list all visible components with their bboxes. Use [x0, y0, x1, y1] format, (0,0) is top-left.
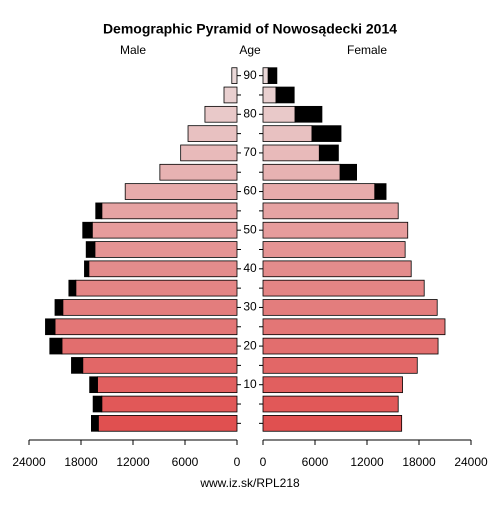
x-tick-label: 12000 [350, 455, 384, 469]
x-tick-label: 24000 [454, 455, 488, 469]
bar-female [262, 105, 296, 123]
x-tick-label: 18000 [402, 455, 436, 469]
bar-female-excess [294, 105, 323, 123]
bar-female [262, 415, 403, 432]
y-tick-label: 90 [243, 68, 257, 82]
legend-male: Male [120, 43, 146, 57]
bar-female-excess [374, 183, 387, 200]
legend-female: Female [347, 43, 387, 57]
x-tick-label: 18000 [64, 455, 98, 469]
bar-female [262, 125, 313, 142]
bar-female [262, 241, 406, 258]
bar-female [262, 260, 412, 278]
x-tick-label: 0 [234, 455, 241, 469]
bar-male [101, 202, 238, 220]
bar-male [187, 125, 238, 142]
bar-male [101, 395, 238, 413]
bar-male-excess [82, 221, 93, 239]
bar-male [94, 241, 238, 258]
bar-male-excess [49, 337, 63, 355]
bar-female [262, 86, 277, 104]
bar-male [204, 105, 238, 123]
bar-male [75, 279, 238, 297]
bar-male [223, 86, 238, 104]
bar-female [262, 357, 418, 374]
bar-female [262, 299, 438, 316]
bar-male-excess [92, 395, 103, 413]
bar-male-excess [89, 376, 98, 394]
x-tick-label: 24000 [12, 455, 46, 469]
bar-female-excess [318, 144, 339, 162]
y-tick-label: 80 [243, 106, 257, 120]
y-tick-label: 20 [243, 338, 257, 352]
bar-male-excess [54, 299, 64, 316]
x-tick-label: 12000 [116, 455, 150, 469]
bar-male-excess [45, 318, 56, 336]
x-tick-label: 6000 [302, 455, 329, 469]
bar-male-excess [95, 202, 103, 220]
bar-female [262, 337, 439, 355]
bar-male-excess [85, 241, 96, 258]
y-tick-label: 60 [243, 184, 257, 198]
y-tick-label: 70 [243, 145, 257, 159]
x-tick-label: 6000 [172, 455, 199, 469]
bar-female [262, 221, 409, 239]
bar-male [97, 376, 238, 394]
bar-female [262, 144, 320, 162]
bar-male-excess [91, 415, 99, 432]
y-tick-label: 30 [243, 300, 257, 314]
bar-male [97, 415, 238, 432]
footer: www.iz.sk/RPL218 [199, 476, 300, 490]
bar-male [91, 221, 238, 239]
y-tick-label: 10 [243, 377, 257, 391]
bar-male [82, 357, 238, 374]
bar-female [262, 163, 341, 181]
bar-female [262, 376, 403, 394]
bar-female [262, 395, 399, 413]
x-tick-label: 0 [260, 455, 267, 469]
bar-male-excess [68, 279, 77, 297]
bar-female [262, 279, 425, 297]
bar-female-excess [339, 163, 357, 181]
bar-male [159, 163, 238, 181]
chart-title: Demographic Pyramid of Nowosądecki 2014 [103, 21, 397, 37]
bar-male [231, 67, 238, 84]
y-tick-label: 40 [243, 261, 257, 275]
bar-female-excess [311, 125, 342, 142]
bar-female [262, 183, 376, 200]
bar-male [62, 299, 238, 316]
bar-male [61, 337, 238, 355]
bar-male-excess [71, 357, 84, 374]
bar-female-excess [275, 86, 295, 104]
bar-female-excess [267, 67, 278, 84]
bar-male [88, 260, 238, 278]
bar-male [54, 318, 238, 336]
y-axis-label: Age [239, 43, 261, 57]
bar-female [262, 318, 446, 336]
y-tick-label: 50 [243, 222, 257, 236]
bar-female [262, 202, 399, 220]
bar-female [262, 67, 269, 84]
bar-male [124, 183, 238, 200]
bar-male-excess [84, 260, 90, 278]
bar-male [180, 144, 238, 162]
